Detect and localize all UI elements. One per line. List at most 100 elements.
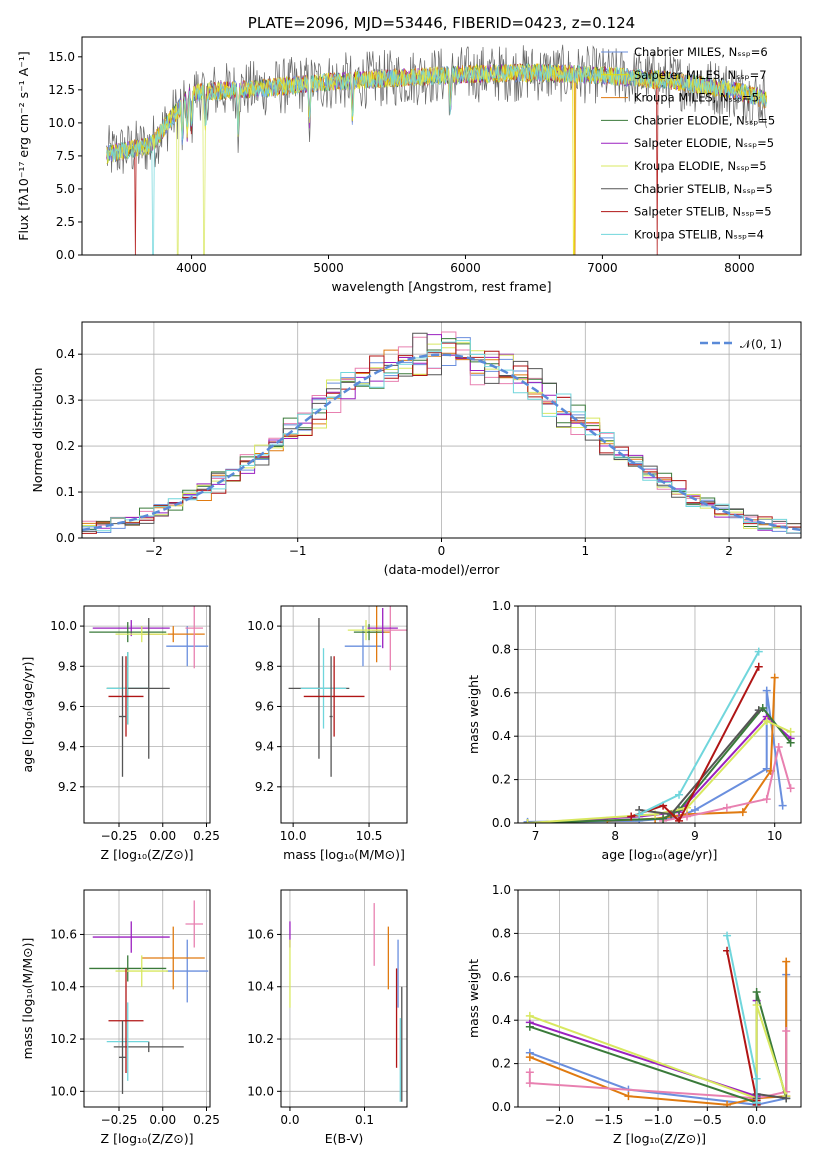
plot-area [89,900,209,1094]
histogram-steps [82,332,801,532]
chart-title: PLATE=2096, MJD=53446, FIBERID=0423, z=0… [248,14,635,32]
chart-age_vs_Z: −0.25 0.00 0.25 9.2 9.4 9.6 9.8 10.0 Z [log₁₀(Z/… [20,605,220,862]
x-tick-label: 0 [438,544,446,558]
y-tick-label: 0.6 [492,686,511,700]
x-tick-label: 1 [581,544,589,558]
y-tick-label: 9.4 [255,740,274,754]
weight-marker [525,1068,534,1077]
legend: 𝒩(0, 1) [700,337,782,351]
y-tick-label: 10.0 [247,619,274,633]
x-tick-label: 7 [532,829,540,843]
y-tick-label: 0.4 [492,1013,511,1027]
y-tick-label: 1.0 [492,599,511,613]
y-tick-label: 5.0 [56,182,75,196]
y-tick-label: 10.0 [48,116,75,130]
legend: Chabrier MILES, Nₛₛₚ=6 Salpeter MILES, Nₛ… [601,45,775,241]
chart-mass_vs_ebv: 0.0 0.1 10.0 10.2 10.4 10.6 E(B-V) [247,889,408,1146]
y-tick-label: 1.0 [492,883,511,897]
axes-frame [81,36,802,256]
x-axis-label: E(B-V) [325,1131,364,1146]
x-tick-label: 8000 [724,261,755,275]
x-tick-label: 0.0 [747,1113,766,1127]
chart-spectrum: 4000 5000 6000 7000 8000 0.0 2.5 5.0 7.5 10.0 12.5… [16,14,802,294]
x-tick-label: 7000 [587,261,618,275]
weight-marker [525,1079,534,1088]
chart-weight_vs_age: 7 8 9 10 0.0 0.2 0.4 0.6 0.8 1.0 age [log₁₀(age/yr… [466,599,802,862]
x-axis-label: wavelength [Angstrom, rest frame] [331,279,551,294]
weight-marker [627,812,636,821]
axes-frame [83,605,211,824]
x-tick-label: 4000 [176,261,207,275]
legend-label: Chabrier MILES, Nₛₛₚ=6 [634,45,768,59]
weight-marker [659,814,668,823]
y-tick-label: 15.0 [48,50,75,64]
weight-marker [762,686,771,695]
x-tick-label: 5000 [313,261,344,275]
y-tick-label: 2.5 [56,215,75,229]
y-axis-label: age [log₁₀(age/yr)] [20,657,35,773]
y-tick-label: 9.8 [58,659,77,673]
x-tick-label: 0.00 [149,1113,176,1127]
axes-frame [280,605,408,824]
axes-frame [83,889,211,1108]
legend-label: Chabrier ELODIE, Nₛₛₚ=5 [634,113,775,127]
weight-marker [782,1094,791,1103]
y-axis-label: Normed distribution [30,368,45,493]
x-tick-label: 0.25 [193,1113,220,1127]
plot-area [525,931,791,1107]
y-axis-label: Flux [fλ10⁻¹⁷ erg cm⁻² s⁻¹ A⁻¹] [16,51,31,240]
y-tick-label: 7.5 [56,149,75,163]
y-tick-label: 0.4 [56,347,75,361]
y-tick-label: 10.6 [247,927,274,941]
legend-label: Kroupa STELIB, Nₛₛₚ=4 [634,227,764,241]
weight-marker [752,1098,761,1107]
x-tick-label: 9 [691,829,699,843]
y-tick-label: 0.0 [56,248,75,262]
y-tick-label: 0.2 [492,773,511,787]
chart-age_vs_mass: 10.0 10.5 9.2 9.4 9.6 9.8 10.0 mass [log₁₀(M/M⊙… [247,605,408,862]
weight-line [529,1000,758,1098]
y-tick-label: 10.0 [247,1084,274,1098]
weight-marker [675,816,684,823]
y-tick-label: 9.2 [58,780,77,794]
chart-residuals: −2 −1 0 1 2 0.0 0.1 0.2 0.3 0.4 (data-model)/error… [30,321,802,577]
x-tick-label: −2 [145,544,163,558]
plot-area [523,647,795,823]
weight-marker [675,790,684,799]
histogram-steps [82,340,801,534]
y-tick-label: 0.8 [492,642,511,656]
weight-marker [754,662,763,671]
weight-marker [778,801,787,810]
plot-area [289,903,403,1102]
weight-marker [752,1074,761,1083]
weight-marker [738,808,747,817]
weight-line [527,690,784,823]
legend-label: 𝒩(0, 1) [740,337,782,351]
weight-marker [786,738,795,747]
weight-marker [762,795,771,804]
weight-marker [723,931,732,940]
weight-marker [774,743,783,752]
y-tick-label: 0.8 [492,926,511,940]
legend-label: Kroupa MILES, Nₛₛₚ=5 [634,91,759,105]
legend-label: Chabrier STELIB, Nₛₛₚ=5 [634,182,773,196]
y-tick-label: 10.6 [50,927,77,941]
weight-line [639,709,760,816]
x-axis-label: Z [log₁₀(Z/Z⊙)] [101,1131,194,1146]
weight-marker [752,1001,761,1010]
axes-frame [517,889,802,1108]
y-tick-label: 0.6 [492,970,511,984]
y-tick-label: 10.2 [50,1032,77,1046]
legend-label: Kroupa ELODIE, Nₛₛₚ=5 [634,159,767,173]
x-axis-label: Z [log₁₀(Z/Z⊙)] [101,847,194,862]
y-tick-label: 0.3 [56,393,75,407]
x-tick-label: 6000 [450,261,481,275]
x-tick-label: −1.5 [594,1113,623,1127]
weight-marker [523,819,532,823]
y-tick-label: 10.0 [50,1084,77,1098]
x-tick-label: 0.25 [193,829,220,843]
x-tick-label: 10.0 [280,829,307,843]
y-tick-label: 10.2 [247,1032,274,1046]
y-tick-label: 0.2 [492,1057,511,1071]
x-tick-label: −1.0 [643,1113,672,1127]
